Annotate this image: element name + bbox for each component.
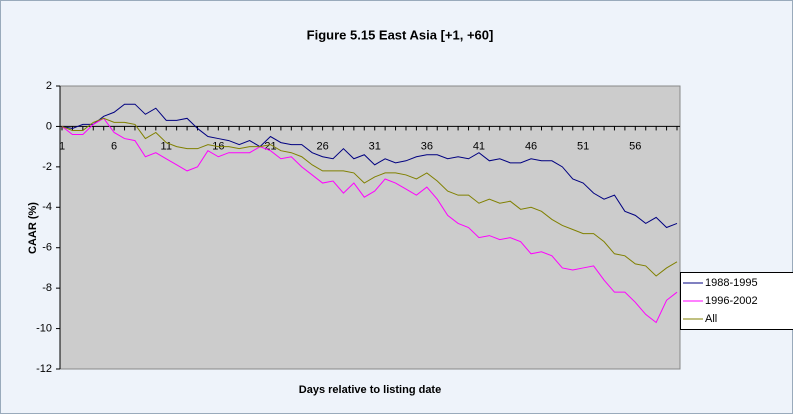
x-tick-label: 46	[525, 140, 537, 152]
legend-label: 1996-2002	[705, 295, 758, 307]
x-tick-label: 31	[369, 140, 381, 152]
y-axis-title: CAAR (%)	[27, 202, 39, 254]
plot-area	[60, 86, 680, 369]
chart-title: Figure 5.15 East Asia [+1, +60]	[307, 27, 494, 42]
y-tick-label: -12	[36, 363, 52, 375]
legend-label: All	[705, 313, 717, 325]
x-tick-label: 36	[421, 140, 433, 152]
legend-label: 1988-1995	[705, 277, 758, 289]
x-tick-label: 1	[59, 140, 65, 152]
y-tick-label: 2	[46, 80, 52, 92]
y-tick-label: -6	[42, 242, 52, 254]
x-axis-title: Days relative to listing date	[299, 384, 441, 396]
y-tick-label: -8	[42, 282, 52, 294]
y-tick-label: 0	[46, 120, 52, 132]
y-tick-label: -2	[42, 161, 52, 173]
x-tick-label: 56	[629, 140, 641, 152]
x-tick-label: 41	[473, 140, 485, 152]
y-tick-label: -10	[36, 322, 52, 334]
legend-box: 1988-1995 1996-2002 All	[681, 273, 793, 330]
x-tick-label: 51	[577, 140, 589, 152]
x-tick-label: 6	[111, 140, 117, 152]
y-tick-label: -4	[42, 201, 52, 213]
x-tick-label: 26	[316, 140, 328, 152]
